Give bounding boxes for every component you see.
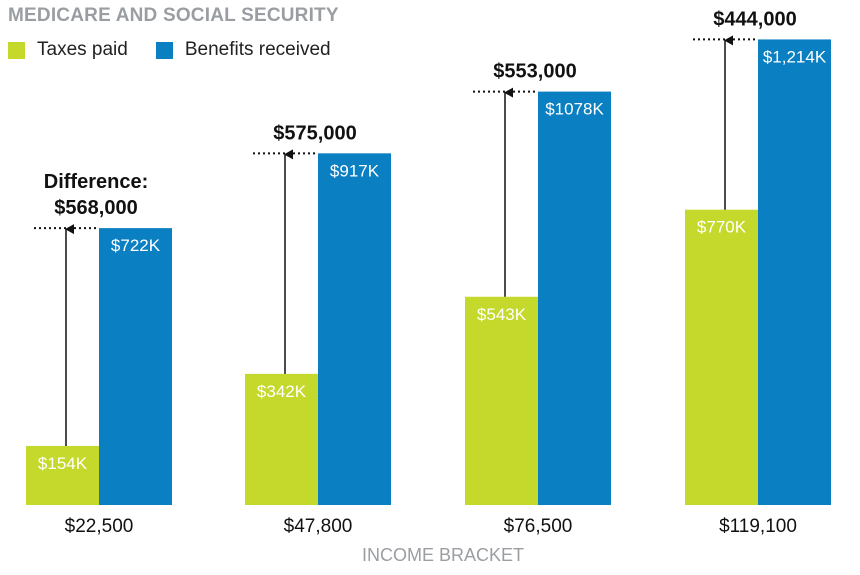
bar-benefits-received: [318, 153, 391, 505]
x-axis-label-text: INCOME BRACKET: [361, 545, 525, 565]
x-tick-label: $47,800: [284, 516, 353, 537]
data-label-taxes: $543K: [477, 305, 527, 324]
data-label-benefits: $917K: [330, 161, 380, 180]
data-label-benefits: $1078K: [545, 100, 604, 119]
data-label-benefits: $1,214K: [763, 47, 827, 66]
bar-benefits-received: [99, 228, 172, 505]
bar-taxes-paid: [26, 445, 99, 505]
data-label-taxes: $342K: [257, 382, 307, 401]
data-label-taxes: $770K: [697, 218, 747, 237]
chart-title: MEDICARE AND SOCIAL SECURITY: [8, 5, 339, 26]
bar-benefits-received: [758, 39, 831, 505]
difference-annotation-prefix: Difference:: [44, 171, 148, 193]
bar-benefits-received: [538, 91, 611, 505]
difference-annotation: $444,000: [713, 8, 796, 30]
x-tick-label: $22,500: [65, 516, 134, 537]
legend-item-benefits: Benefits received: [155, 39, 331, 61]
x-axis-label: INCOME BRACKET: [0, 545, 860, 566]
difference-annotation: $568,000: [54, 197, 137, 219]
legend-item-taxes: Taxes paid: [8, 39, 128, 61]
difference-annotation: $575,000: [273, 122, 356, 144]
bar-taxes-paid: [245, 373, 318, 505]
x-tick-label: $76,500: [504, 516, 573, 537]
bar-taxes-paid: [465, 296, 538, 505]
legend: Taxes paid Benefits received: [8, 39, 359, 61]
difference-annotation: $553,000: [493, 61, 576, 83]
legend-label-benefits: Benefits received: [184, 39, 331, 60]
data-label-taxes: $154K: [38, 454, 88, 473]
data-label-benefits: $722K: [111, 236, 161, 255]
legend-swatch-benefits: [155, 41, 173, 59]
bar-taxes-paid: [685, 209, 758, 505]
x-tick-label: $119,100: [719, 516, 797, 537]
legend-label-taxes: Taxes paid: [37, 39, 128, 60]
legend-swatch-taxes: [8, 41, 25, 59]
